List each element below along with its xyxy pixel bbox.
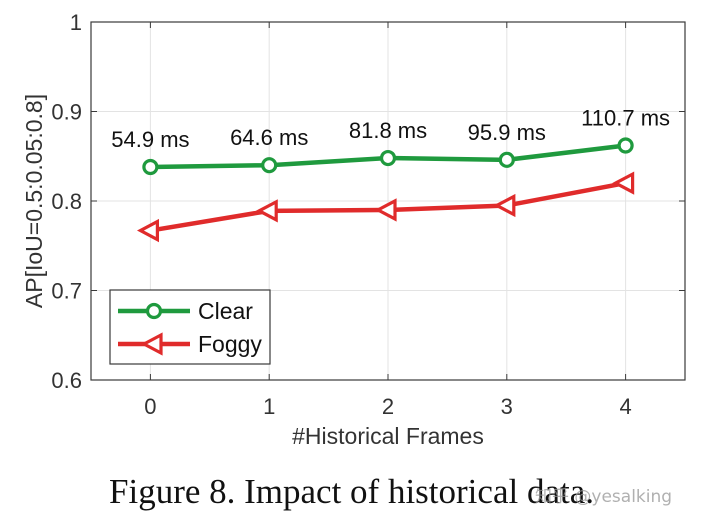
legend-label-foggy: Foggy bbox=[198, 331, 262, 357]
annotations: 54.9 ms 64.6 ms 81.8 ms 95.9 ms 110.7 ms bbox=[111, 106, 670, 152]
latency-label: 54.9 ms bbox=[111, 127, 189, 152]
foggy-data-point bbox=[612, 171, 635, 195]
foggy-data-point bbox=[255, 199, 278, 223]
line-chart: 0 1 2 3 4 0.6 0.7 0.8 0.9 1 54.9 ms 64.6 ms 81.8 ms… bbox=[21, 10, 686, 449]
x-tick-label: 4 bbox=[619, 394, 631, 419]
clear-data-point bbox=[498, 151, 515, 168]
foggy-data-point bbox=[136, 218, 159, 243]
x-tick-label: 0 bbox=[144, 394, 156, 419]
y-tick-label: 0.7 bbox=[51, 279, 82, 304]
latency-label: 81.8 ms bbox=[349, 118, 427, 143]
figure-caption: Figure 8. Impact of historical data. bbox=[109, 472, 594, 511]
y-tick-label: 0.9 bbox=[51, 100, 82, 125]
latency-label: 110.7 ms bbox=[581, 106, 670, 131]
y-tick-label: 0.8 bbox=[51, 189, 82, 214]
clear-data-point bbox=[617, 137, 634, 154]
x-tick-label: 3 bbox=[501, 394, 513, 419]
y-tick-label: 1 bbox=[70, 10, 82, 35]
legend-marker-clear bbox=[145, 302, 163, 320]
legend-label-clear: Clear bbox=[198, 298, 253, 324]
clear-data-point bbox=[142, 158, 159, 176]
x-axis-title: #Historical Frames bbox=[292, 423, 484, 449]
latency-label: 64.6 ms bbox=[230, 125, 308, 150]
axes: 0 1 2 3 4 0.6 0.7 0.8 0.9 1 bbox=[51, 10, 686, 419]
legend: Clear Foggy bbox=[109, 289, 271, 365]
clear-data-point bbox=[379, 149, 397, 167]
series bbox=[136, 137, 635, 243]
y-tick-label: 0.6 bbox=[51, 368, 82, 393]
y-axis-title: AP[IoU=0.5:0.05:0.8] bbox=[21, 94, 47, 308]
clear-data-point bbox=[261, 157, 278, 174]
watermark: 知乎 @yesalking bbox=[535, 487, 673, 507]
latency-label: 95.9 ms bbox=[468, 120, 546, 145]
x-tick-label: 1 bbox=[263, 394, 275, 419]
x-tick-label: 2 bbox=[382, 394, 394, 419]
legend-marker-foggy bbox=[140, 332, 163, 356]
foggy-data-point bbox=[493, 193, 516, 218]
legend-box bbox=[109, 289, 271, 365]
foggy-data-point bbox=[374, 198, 397, 222]
